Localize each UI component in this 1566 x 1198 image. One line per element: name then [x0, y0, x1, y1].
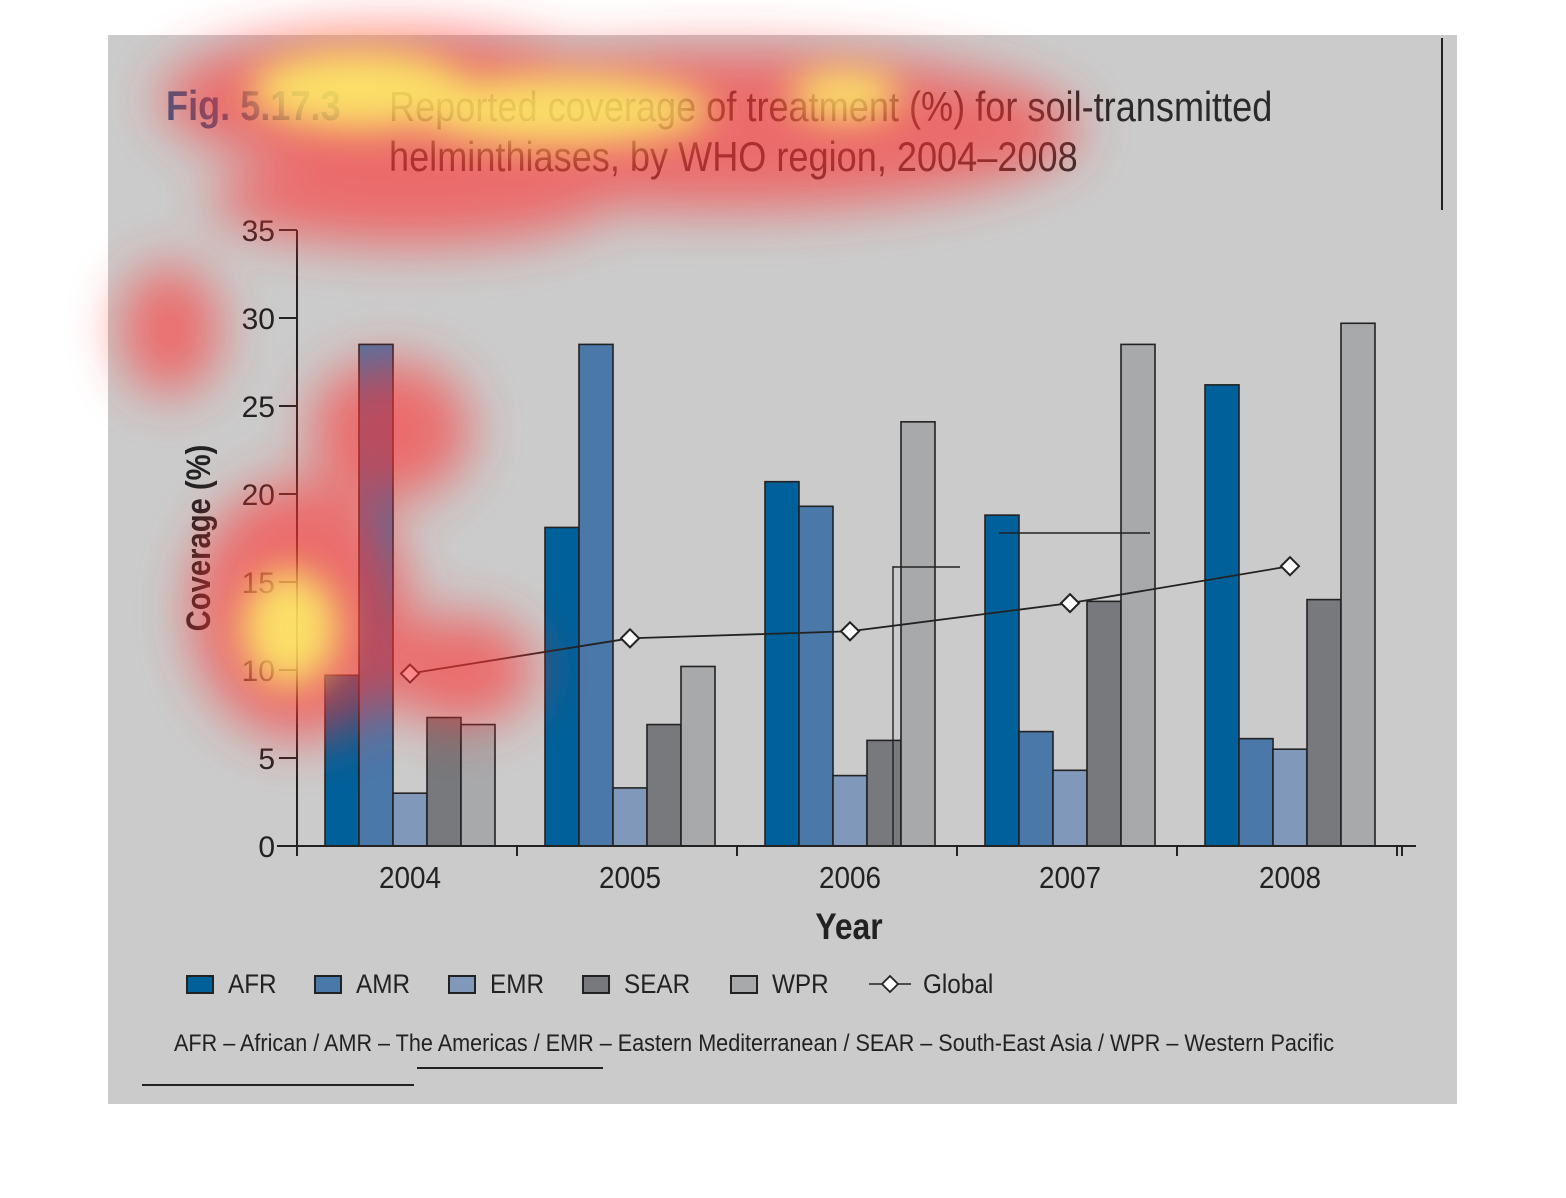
- bar-afr-2004: [324, 674, 360, 847]
- x-tick-label-2006: 2006: [819, 861, 881, 896]
- legend-swatch-afr: [186, 974, 214, 994]
- bar-afr-2005: [544, 526, 580, 847]
- legend-label-afr: AFR: [228, 968, 277, 999]
- x-tick-label-2007: 2007: [1039, 861, 1101, 896]
- legend-item-sear: SEAR: [582, 969, 698, 1000]
- y-tick-label-25: 25: [242, 391, 275, 424]
- footnote-rule-2: [417, 1067, 603, 1069]
- footnote: AFR – African / AMR – The Americas / EMR…: [174, 1030, 1335, 1057]
- footnote-rule-1: [142, 1084, 414, 1086]
- x-axis-label: Year: [815, 907, 882, 948]
- y-axis-label: Coverage (%): [179, 445, 218, 632]
- legend-swatch-emr: [448, 974, 476, 994]
- bar-afr-2007: [984, 514, 1020, 847]
- y-tick-label-0: 0: [258, 831, 275, 864]
- bar-afr-2008: [1204, 384, 1240, 847]
- legend-label-sear: SEAR: [624, 968, 691, 999]
- bar-amr-2005: [578, 343, 614, 847]
- bar-emr-2008: [1272, 748, 1308, 847]
- x-tick-label-2004: 2004: [379, 861, 441, 896]
- bar-sear-2008: [1306, 598, 1342, 847]
- edge-rule: [1441, 38, 1443, 210]
- y-tick-label-30: 30: [242, 303, 275, 336]
- y-tick-label-5: 5: [258, 743, 275, 776]
- legend-swatch-sear: [582, 974, 610, 994]
- legend-item-global: Global: [867, 969, 1001, 1000]
- global-marker-2006: [839, 620, 861, 642]
- bar-amr-2008: [1238, 737, 1274, 847]
- global-marker-2005: [619, 627, 641, 649]
- y-tick-label-15: 15: [242, 567, 275, 600]
- y-tick-label-10: 10: [242, 655, 275, 688]
- bar-emr-2005: [612, 787, 648, 847]
- legend: AFR AMR EMR SEAR WPR Global: [186, 966, 1033, 1002]
- bar-wpr-2006: [900, 421, 936, 847]
- global-line: [409, 565, 1291, 675]
- bar-wpr-2008: [1340, 322, 1376, 847]
- legend-item-afr: AFR: [186, 969, 282, 1000]
- bar-sear-2007: [1086, 600, 1122, 847]
- global-marker-2008: [1279, 555, 1301, 577]
- annotation-lines: [892, 532, 1150, 846]
- y-tick-label-35: 35: [242, 215, 275, 248]
- bar-wpr-2004: [460, 723, 496, 847]
- bar-wpr-2007: [1120, 343, 1156, 847]
- bar-sear-2005: [646, 723, 682, 847]
- x-tick-label-2008: 2008: [1259, 861, 1321, 896]
- bars-group: [324, 322, 1376, 847]
- legend-label-wpr: WPR: [771, 968, 829, 999]
- legend-item-emr: EMR: [448, 969, 550, 1000]
- bar-sear-2004: [426, 716, 462, 847]
- legend-label-amr: AMR: [356, 968, 410, 999]
- legend-label-global: Global: [922, 968, 993, 999]
- legend-item-amr: AMR: [314, 969, 416, 1000]
- legend-swatch-wpr: [729, 974, 758, 994]
- bar-amr-2004: [358, 343, 394, 847]
- y-tick-label-20: 20: [242, 479, 275, 512]
- bar-sear-2006: [866, 739, 902, 847]
- legend-label-emr: EMR: [490, 968, 544, 999]
- bar-emr-2004: [392, 792, 428, 847]
- legend-swatch-amr: [314, 974, 342, 994]
- global-marker-2004: [399, 663, 421, 684]
- legend-diamond-icon: [868, 974, 911, 994]
- x-tick-label-2005: 2005: [599, 861, 661, 896]
- bar-amr-2006: [798, 505, 834, 847]
- bar-wpr-2005: [680, 665, 716, 847]
- bar-emr-2007: [1052, 769, 1088, 847]
- bar-emr-2006: [832, 774, 868, 847]
- bar-amr-2007: [1018, 730, 1054, 847]
- legend-item-wpr: WPR: [729, 968, 835, 1000]
- global-marker-2007: [1059, 592, 1081, 614]
- global-line-group: [399, 555, 1301, 684]
- bar-afr-2006: [764, 480, 800, 847]
